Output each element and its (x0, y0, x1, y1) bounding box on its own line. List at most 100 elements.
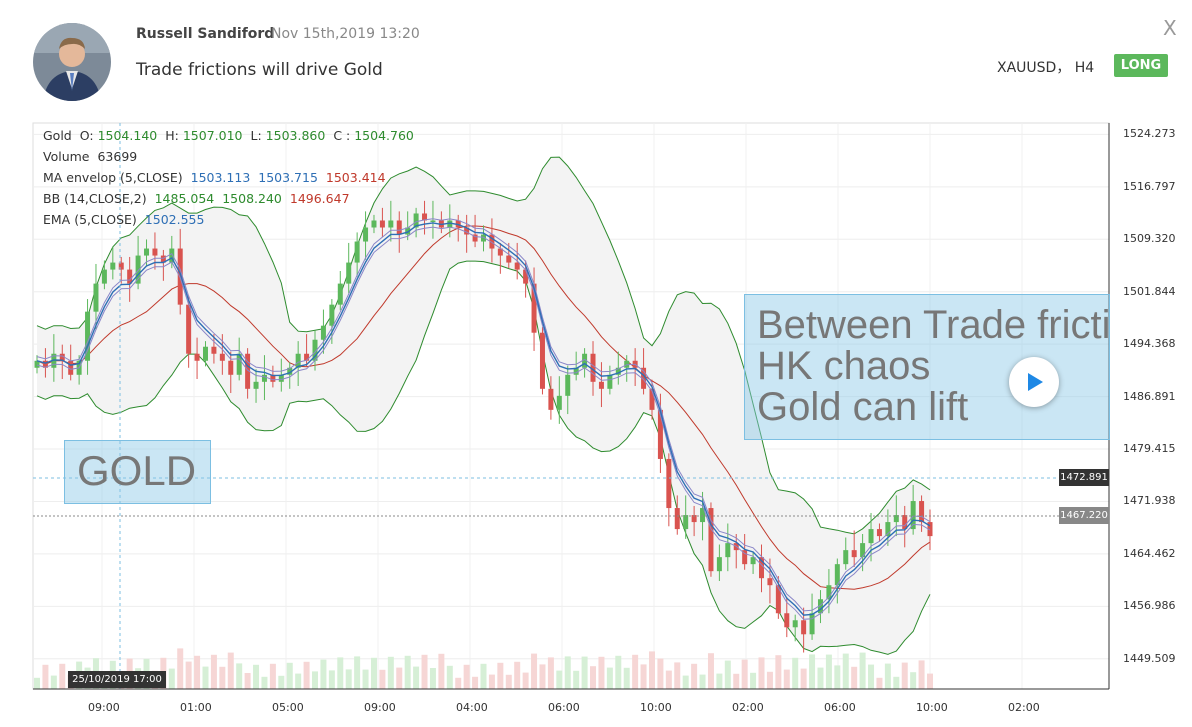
candle-body (287, 367, 293, 375)
candle-body (615, 367, 621, 375)
candle (708, 502, 714, 577)
play-icon (1028, 373, 1043, 391)
volume-bar (497, 662, 504, 689)
author-avatar[interactable] (33, 23, 111, 101)
volume-bar (556, 670, 563, 689)
crosshair-price-label: 1472.891 (1059, 469, 1109, 486)
volume-bar (632, 654, 639, 689)
volume-bar (707, 653, 714, 689)
gold-text-annotation[interactable]: GOLD (64, 440, 211, 504)
candle (919, 495, 925, 532)
volume-bar (783, 669, 790, 689)
candle-body (607, 374, 613, 389)
candle-body (582, 353, 588, 368)
legend-volume: Volume 63699 (43, 149, 141, 164)
candle (295, 341, 301, 387)
candle-body (270, 374, 276, 382)
play-button[interactable] (1009, 357, 1059, 407)
candle-body (472, 234, 478, 242)
time-tick-label: 06:00 (548, 701, 580, 714)
volume-bar (893, 676, 900, 689)
candle-body (219, 353, 225, 361)
candle-body (186, 304, 192, 354)
volume-bar (194, 655, 201, 689)
candle (363, 211, 369, 260)
close-icon[interactable]: X (1163, 16, 1177, 40)
volume-bar (42, 664, 49, 689)
volume-bar (168, 668, 175, 689)
candle-body (346, 262, 352, 284)
candle-body (68, 360, 74, 375)
volume-bar (236, 663, 243, 689)
candle-body (405, 227, 411, 235)
price-tick-label: 1524.273 (1123, 127, 1176, 141)
candle (312, 330, 318, 371)
candle-body (876, 529, 882, 537)
candle (902, 505, 908, 548)
candle (135, 235, 141, 290)
legend-open-value: 1504.140 (97, 128, 158, 143)
volume-bar (463, 664, 470, 689)
candle (598, 362, 604, 408)
note-annotation[interactable]: Between Trade frictions HK chaos Gold ca… (744, 294, 1110, 440)
candle (354, 232, 360, 277)
volume-bar (505, 674, 512, 689)
candle (565, 365, 571, 415)
candle-body (320, 325, 326, 340)
post-header: Russell Sandiford Nov 15th,2019 13:20 Tr… (0, 0, 1192, 120)
post-date: Nov 15th,2019 13:20 (271, 26, 420, 42)
legend-ma-value-2: 1503.715 (258, 170, 318, 185)
volume-bar (665, 670, 672, 689)
volume-bar (438, 653, 445, 689)
candle (405, 211, 411, 241)
candle (750, 551, 756, 574)
candle-body (683, 515, 689, 530)
candle-body (826, 585, 832, 600)
candle (725, 523, 731, 572)
candle (287, 362, 293, 389)
volume-bar (758, 657, 765, 689)
candle-body (127, 269, 133, 284)
legend-volume-value: 63699 (97, 149, 138, 164)
volume-bar (522, 672, 529, 689)
volume-bar (741, 659, 748, 689)
volume-bar (800, 668, 807, 689)
volume-bar (514, 661, 521, 689)
price-tick-label: 1501.844 (1123, 284, 1176, 298)
volume-bar (581, 656, 588, 689)
candle (506, 242, 512, 269)
volume-bar (455, 677, 462, 689)
candle-body (523, 269, 529, 284)
candle (51, 334, 57, 382)
volume-bar (429, 668, 436, 689)
legend-bb-value-2: 1508.240 (222, 191, 282, 206)
volume-bar (50, 675, 57, 689)
volume-bar (320, 659, 327, 689)
volume-bar (345, 669, 352, 689)
volume-bar (269, 663, 276, 689)
candle-body (674, 508, 680, 530)
candle-body (801, 620, 807, 635)
volume-bar (253, 664, 260, 689)
price-chart[interactable] (0, 120, 1192, 727)
time-tick-label: 02:00 (732, 701, 764, 714)
candle (346, 242, 352, 294)
candle-body (118, 262, 124, 270)
candle (464, 214, 470, 253)
volume-bar (370, 657, 377, 689)
volume-bar (312, 671, 319, 689)
note-line-3: Gold can lift (757, 385, 969, 429)
candle-body (464, 227, 470, 235)
candle-body (893, 515, 899, 523)
bollinger-lower-line (36, 260, 931, 655)
volume-bar (278, 675, 285, 689)
volume-bar (590, 666, 597, 689)
volume-bar (657, 658, 664, 689)
volume-bar (766, 671, 773, 689)
volume-bar (699, 674, 706, 689)
author-name[interactable]: Russell Sandiford (136, 26, 275, 42)
legend-high-label: H: (165, 128, 179, 143)
candle (110, 246, 116, 280)
volume-bar (488, 674, 495, 689)
legend-open-label: O: (79, 128, 94, 143)
